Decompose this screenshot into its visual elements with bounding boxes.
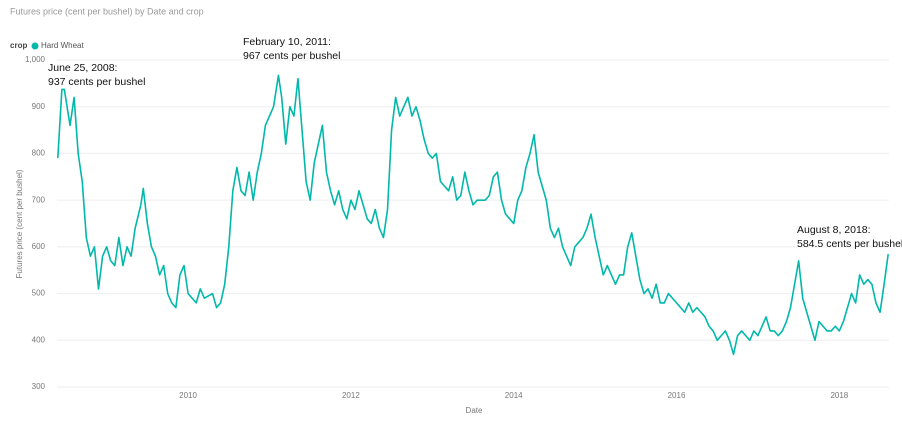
x-tick-label: 2016: [668, 391, 686, 400]
annotation: August 8, 2018:: [797, 224, 871, 236]
x-tick-label: 2014: [505, 391, 523, 400]
line-series: [57, 74, 889, 356]
legend-marker: [31, 42, 39, 50]
y-tick-label: 300: [32, 382, 46, 391]
chart-title: Futures price (cent per bushel) by Date …: [10, 6, 204, 16]
y-axis-title: Futures price (cent per bushel): [15, 169, 24, 278]
annotation: 967 cents per bushel: [243, 50, 340, 62]
x-tick-label: 2012: [342, 391, 360, 400]
y-tick-label: 400: [32, 335, 46, 344]
annotation: June 25, 2008:: [48, 62, 117, 74]
x-tick-label: 2018: [830, 391, 848, 400]
y-tick-label: 900: [32, 102, 46, 111]
y-tick-label: 700: [32, 195, 46, 204]
annotation: 937 cents per bushel: [48, 76, 145, 88]
y-tick-label: 600: [32, 242, 46, 251]
x-tick-label: 2010: [179, 391, 197, 400]
legend-title: crop: [10, 41, 27, 50]
x-axis-title: Date: [466, 406, 483, 415]
y-tick-label: 1,000: [25, 55, 46, 64]
annotation: 584.5 cents per bushel: [797, 238, 902, 250]
y-tick-label: 800: [32, 149, 46, 158]
legend-label: Hard Wheat: [41, 41, 84, 50]
y-tick-label: 500: [32, 289, 46, 298]
annotation: February 10, 2011:: [243, 36, 331, 48]
